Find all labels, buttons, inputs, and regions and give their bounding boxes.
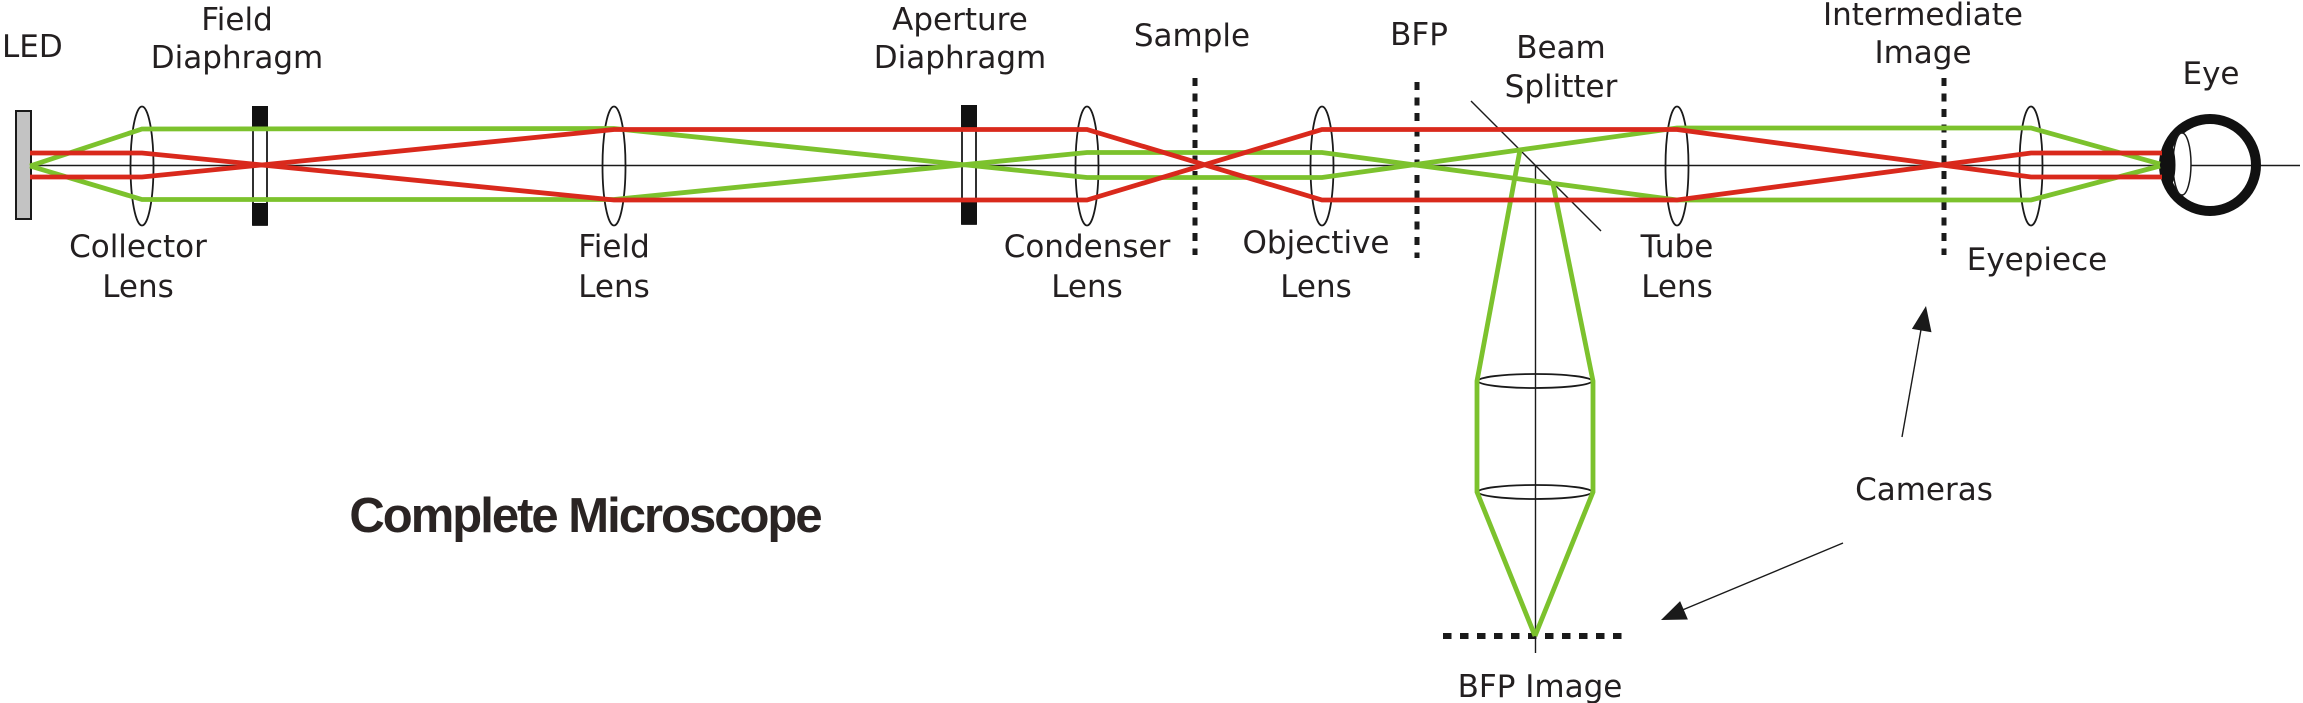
green-ray-reflected-right: [1532, 183, 1596, 637]
tube-lens-label-line2: Lens: [1641, 269, 1713, 305]
field-diaphragm-top-blade: [252, 106, 268, 128]
camera-arrow-to-bfp-image-line: [1679, 542, 1844, 612]
field-diaphragm-label-line2: Diaphragm: [151, 40, 323, 76]
field-lens-label-line2: Lens: [578, 269, 650, 305]
red-ray-upper: [30, 127, 2162, 203]
condenser-lens-label-line2: Lens: [1051, 269, 1123, 305]
eye-label: Eye: [2182, 56, 2239, 92]
sample-label: Sample: [1134, 18, 1250, 54]
condenser-lens: [1074, 105, 1100, 227]
aperture-diaphragm-label-line1: Aperture: [892, 2, 1028, 38]
eyepiece-lens: [2018, 105, 2044, 227]
objective-lens: [1309, 105, 1335, 227]
beam-splitter-label-line1: Beam: [1516, 30, 1606, 66]
diagram-title: Complete Microscope: [349, 489, 821, 543]
camera-arrow-to-bfp-image-head: [1661, 601, 1688, 620]
objective-lens-label-line1: Objective: [1243, 225, 1390, 261]
condenser-lens-label-line1: Condenser: [1004, 229, 1171, 265]
field-diaphragm-bottom-blade: [252, 203, 268, 225]
beam-splitter-label-line2: Splitter: [1505, 69, 1618, 105]
camera-arrow-to-intermediate-image-line: [1901, 323, 1923, 438]
collector-lens-label-line2: Lens: [102, 269, 174, 305]
aperture-diaphragm-top-blade: [961, 105, 977, 128]
intermediate-image-label-line1: Intermediate: [1823, 0, 2023, 33]
led-label: LED: [2, 29, 63, 65]
aperture-diaphragm-bottom-blade: [961, 202, 977, 224]
eye-crystalline-lens: [2172, 132, 2192, 196]
green-ray-lower: [29, 150, 2161, 203]
field-lens-label-line1: Field: [578, 229, 650, 265]
field-lens: [601, 105, 627, 227]
cameras-label: Cameras: [1855, 472, 1993, 508]
bfp-image-label: BFP Image: [1458, 669, 1623, 703]
eye-pupil: [2160, 142, 2176, 188]
intermediate-image-label-line2: Image: [1874, 35, 1971, 71]
bfp-label: BFP: [1390, 17, 1448, 53]
objective-lens-label-line2: Lens: [1280, 269, 1352, 305]
led-source: [15, 110, 32, 220]
tube-lens: [1664, 105, 1690, 227]
collector-lens-label-line1: Collector: [69, 229, 207, 265]
red-ray-lower: [30, 127, 2162, 203]
aperture-diaphragm-label-line2: Diaphragm: [874, 40, 1046, 76]
green-ray-reflected-left: [1474, 149, 1538, 637]
green-ray-upper: [29, 125, 2161, 180]
eyepiece-label: Eyepiece: [1967, 242, 2107, 278]
eye: [2159, 114, 2261, 216]
camera-arrow-to-intermediate-image-head: [1911, 306, 1932, 333]
field-diaphragm-label-line1: Field: [201, 2, 273, 38]
tube-lens-label-line1: Tube: [1640, 229, 1714, 265]
collector-lens: [129, 105, 155, 227]
beam-splitter-plate: [1470, 100, 1602, 232]
